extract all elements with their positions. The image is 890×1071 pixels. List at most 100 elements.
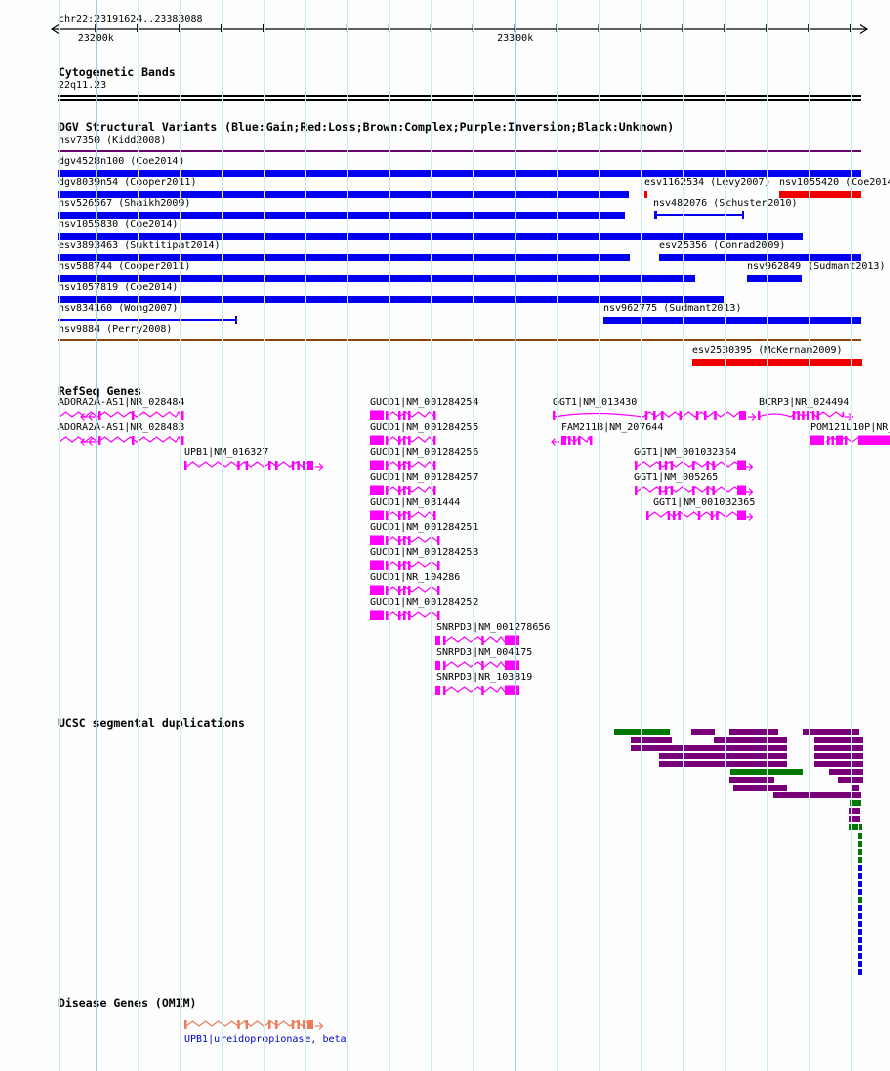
segdup-bar[interactable] [614,729,670,735]
gene-label[interactable]: GUCD1|NM_001284255 [370,422,479,433]
variant-label[interactable]: esv2530395 (McKernan2009) [692,345,843,356]
gene-glyph[interactable] [184,459,324,471]
segdup-bar[interactable] [733,785,787,791]
segdup-bar[interactable] [814,753,863,759]
segdup-bar[interactable] [714,737,787,743]
variant-bar[interactable] [58,339,861,341]
segdup-bar[interactable] [858,873,862,879]
segdup-bar[interactable] [858,913,862,919]
segdup-bar[interactable] [849,824,858,830]
segdup-bar[interactable] [858,905,862,911]
segdup-bar[interactable] [729,729,778,735]
segdup-bar[interactable] [858,849,862,855]
gene-label[interactable]: GUCD1|NM_001284257 [370,472,479,483]
gene-glyph[interactable] [58,434,184,446]
gene-glyph[interactable] [635,459,754,471]
gene-label[interactable]: SNRPD3|NR_103819 [436,672,533,683]
gene-glyph[interactable] [635,484,754,496]
segdup-bar[interactable] [858,929,862,935]
gene-label[interactable]: POM121L10P|NR_ [810,422,890,434]
cytoband-bar[interactable] [58,95,861,101]
variant-label[interactable]: nsv834160 (Wong2007) [58,303,179,314]
variant-label[interactable]: esv3893463 (Suktitipat2014) [58,240,221,251]
segdup-bar[interactable] [858,865,862,871]
segdup-bar[interactable] [858,841,862,847]
variant-label[interactable]: nsv526567 (Shaikh2009) [58,198,191,209]
segdup-bar[interactable] [852,785,859,791]
variant-bar[interactable] [779,191,861,198]
gene-glyph[interactable] [758,409,854,421]
gene-glyph[interactable] [370,434,436,446]
variant-label[interactable]: nsv588744 (Cooper2011) [58,261,191,272]
variant-label[interactable]: dgv4528n100 (Coe2014) [58,156,185,167]
segdup-bar[interactable] [631,737,672,743]
gene-glyph[interactable] [58,409,184,421]
variant-bar[interactable] [58,150,861,152]
gene-glyph[interactable] [551,434,593,446]
variant-label[interactable]: nsv1057819 (Coe2014) [58,282,179,293]
omim-gene-label[interactable]: UPB1|ureidopropionase, beta [184,1034,347,1045]
gene-label[interactable]: UPB1|NM_016327 [184,447,269,458]
gene-label[interactable]: SNRPD3|NM_004175 [436,647,533,658]
variant-bar[interactable] [692,359,862,366]
segdup-bar[interactable] [858,889,862,895]
segdup-bar[interactable] [850,800,861,806]
segdup-bar[interactable] [859,824,862,830]
variant-bar[interactable] [58,319,237,321]
segdup-bar[interactable] [858,921,862,927]
variant-label[interactable]: esv1162534 (Levy2007) [644,177,771,188]
variant-label[interactable]: nsv482076 (Schuster2010) [653,198,798,209]
gene-glyph[interactable] [435,659,519,671]
variant-bar[interactable] [58,296,724,303]
gene-glyph[interactable] [370,609,440,621]
variant-bar[interactable] [58,191,629,198]
segdup-bar[interactable] [858,945,862,951]
gene-glyph[interactable] [370,559,440,571]
segdup-bar[interactable] [814,761,863,767]
variant-bar[interactable] [603,317,861,324]
gene-glyph[interactable] [370,509,436,521]
segdup-bar[interactable] [631,745,787,751]
segdup-bar[interactable] [858,833,862,839]
gene-label[interactable]: GUCD1|NM_001284251 [370,522,479,533]
variant-label[interactable]: nsv1055830 (Coe2014) [58,219,179,230]
segdup-bar[interactable] [858,969,862,975]
variant-label[interactable]: nsv962775 (Sudmant2013) [603,303,742,314]
variant-label[interactable]: nsv962849 (Sudmant2013) [747,261,886,272]
variant-bar[interactable] [58,170,861,177]
gene-label[interactable]: GUCD1|NR_104286 [370,572,461,583]
segdup-bar[interactable] [849,816,860,822]
gene-label[interactable]: ADORA2A-AS1|NR_028484 [58,397,185,408]
gene-label[interactable]: SNRPD3|NM_001278656 [436,622,551,633]
gene-glyph[interactable] [435,634,519,646]
segdup-bar[interactable] [814,737,863,743]
gene-label[interactable]: GUCD1|NM_001284253 [370,547,479,558]
segdup-bar[interactable] [691,729,715,735]
variant-label[interactable]: nsv1055420 (Coe2014) [779,177,890,188]
segdup-bar[interactable] [858,937,862,943]
variant-label[interactable]: dgv8039n54 (Cooper2011) [58,177,197,188]
segdup-bar[interactable] [858,881,862,887]
segdup-bar[interactable] [803,729,859,735]
segdup-bar[interactable] [730,769,803,775]
gene-glyph[interactable] [370,409,436,421]
segdup-bar[interactable] [829,769,863,775]
gene-glyph[interactable] [646,509,754,521]
variant-bar[interactable] [58,233,803,240]
gene-glyph[interactable] [435,684,519,696]
variant-bar[interactable] [747,275,802,282]
gene-label[interactable]: GGT1|NM_001032364 [634,447,737,458]
gene-label[interactable]: FAM211B|NM_207644 [561,422,664,433]
segdup-bar[interactable] [858,897,862,903]
gene-label[interactable]: GUCD1|NM_001284256 [370,447,479,458]
segdup-bar[interactable] [659,753,787,759]
segdup-bar[interactable] [659,761,787,767]
variant-bar[interactable] [58,212,625,219]
segdup-bar[interactable] [814,745,863,751]
gene-label[interactable]: BCRP3|NR_024494 [759,397,850,408]
variant-bar[interactable] [654,214,744,216]
segdup-bar[interactable] [858,857,862,863]
gene-label[interactable]: GGT1|NM_013430 [553,397,638,408]
segdup-bar[interactable] [729,777,774,783]
gene-glyph[interactable] [370,459,436,471]
